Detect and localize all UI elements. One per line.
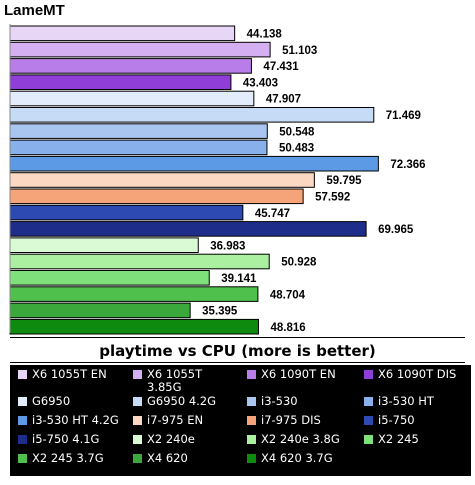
legend-item: X4 620 [129, 452, 243, 470]
legend-swatch [364, 370, 373, 379]
bar-value-label: 72.366 [390, 159, 425, 171]
bar-value-label: 50.483 [279, 143, 314, 155]
bar-i5-750 [9, 204, 244, 221]
bar-value-label: 39.141 [221, 273, 257, 285]
legend-item: i3-530 [243, 395, 360, 413]
legend-label: X6 1090T DIS [378, 367, 457, 381]
legend-swatch [364, 435, 373, 444]
legend-swatch [133, 397, 142, 406]
legend-label: X6 1090T EN [261, 367, 336, 381]
legend-item: X6 1055T EN [14, 368, 129, 394]
legend-label: X2 245 [378, 432, 419, 446]
bar-value-label: 59.795 [326, 175, 362, 187]
bar-x4-620 [9, 302, 191, 319]
bar-value-label: 47.907 [266, 94, 301, 106]
legend-label: G6950 [32, 394, 71, 408]
bar-i7-975-dis [9, 188, 304, 205]
bar-chart: LameMT 44.138 51.103 47.431 43.403 47.907 71.… [4, 2, 426, 335]
legend-swatch [18, 435, 27, 444]
legend-swatch [18, 397, 27, 406]
legend-swatch [133, 454, 142, 463]
legend-item: X6 1055T 3.85G [129, 368, 243, 394]
bar-value-label: 47.431 [263, 61, 299, 73]
legend-item: X2 245 3.7G [14, 452, 129, 470]
bar-value-label: 44.138 [247, 29, 283, 41]
legend-label: i7-975 EN [147, 413, 204, 427]
bar-value-label: 43.403 [243, 77, 278, 89]
legend-label: X6 1055T EN [32, 367, 107, 381]
bar-x2-240e-3-8g [9, 253, 270, 270]
legend-swatch [247, 416, 256, 425]
legend-label: X2 240e 3.8G [261, 432, 340, 446]
legend-label: X2 245 3.7G [32, 451, 104, 465]
chart-subtitle: playtime vs CPU (more is better) [10, 337, 465, 363]
bar-value-label: 57.592 [315, 192, 350, 204]
legend-item: X6 1090T EN [243, 368, 360, 394]
legend-swatch [18, 416, 27, 425]
bar-i3-530 [9, 123, 268, 139]
legend: X6 1055T EN X6 1055T 3.85G X6 1090T EN X6 1… [10, 365, 471, 476]
legend-label: X4 620 [147, 451, 188, 465]
bar-value-label: 45.747 [255, 208, 290, 220]
legend-item: X4 620 3.7G [243, 452, 360, 470]
legend-label: i5-750 [378, 413, 415, 427]
legend-label: X2 240e [147, 432, 195, 446]
legend-item: X6 1090T DIS [360, 368, 466, 394]
legend-swatch [18, 454, 27, 463]
legend-label: i3-530 HT 4.2G [32, 413, 119, 427]
legend-item: X2 240e [129, 433, 243, 451]
bar-x2-245-3-7g [9, 286, 259, 302]
legend-item: X2 245 [360, 433, 466, 451]
legend-swatch [133, 416, 142, 425]
legend-swatch [133, 435, 142, 444]
legend-label: X4 620 3.7G [261, 451, 333, 465]
bar-value-label: 71.469 [386, 110, 421, 122]
bar-x6-1055t-3-85g [9, 41, 271, 58]
legend-swatch [247, 435, 256, 444]
chart-title: LameMT [4, 2, 65, 19]
bar-g6950-4-2g [9, 107, 375, 123]
legend-swatch [364, 416, 373, 425]
legend-swatch [364, 397, 373, 406]
bar-i5-750-4-1g [9, 221, 367, 237]
bar-i3-530-ht [9, 139, 268, 156]
legend-item: i5-750 [360, 414, 466, 432]
legend-label: G6950 4.2G [147, 394, 217, 408]
bar-value-label: 36.983 [210, 240, 245, 252]
legend-label: i3-530 HT [378, 394, 434, 408]
bar-value-label: 51.103 [282, 45, 317, 57]
legend-item: i3-530 HT [360, 395, 466, 413]
bar-value-label: 50.548 [279, 126, 315, 138]
legend-item: i5-750 4.1G [14, 433, 129, 451]
legend-swatch [18, 370, 27, 379]
bar-x6-1055t-en [9, 25, 236, 42]
bar-value-label: 69.965 [378, 224, 414, 236]
bar-x2-245 [9, 270, 210, 286]
bar-x6-1090t-dis [9, 74, 232, 91]
bar-i3-530-ht-4-2g [9, 155, 379, 172]
legend-item: X2 240e 3.8G [243, 433, 360, 451]
bar-x4-620-3-7g [9, 318, 259, 335]
legend-swatch [247, 370, 256, 379]
legend-item: G6950 4.2G [129, 395, 243, 413]
bar-g6950 [9, 90, 255, 107]
bar-value-label: 35.395 [202, 306, 238, 318]
legend-label: i5-750 4.1G [32, 432, 100, 446]
legend-swatch [247, 397, 256, 406]
bar-value-label: 50.928 [281, 257, 317, 269]
legend-swatch [133, 370, 142, 379]
legend-label: i7-975 DIS [261, 413, 321, 427]
bar-x2-240e [9, 237, 199, 253]
legend-swatch [247, 454, 256, 463]
legend-label: X6 1055T 3.85G [147, 367, 203, 394]
legend-item: G6950 [14, 395, 129, 413]
bar-value-label: 48.704 [270, 289, 306, 301]
bar-i7-975-en [9, 172, 315, 188]
legend-item: i3-530 HT 4.2G [14, 414, 129, 432]
legend-item: i7-975 DIS [243, 414, 360, 432]
bar-value-label: 48.816 [270, 322, 305, 334]
legend-item: i7-975 EN [129, 414, 243, 432]
legend-label: i3-530 [261, 394, 298, 408]
bar-x6-1090t-en [9, 58, 252, 74]
